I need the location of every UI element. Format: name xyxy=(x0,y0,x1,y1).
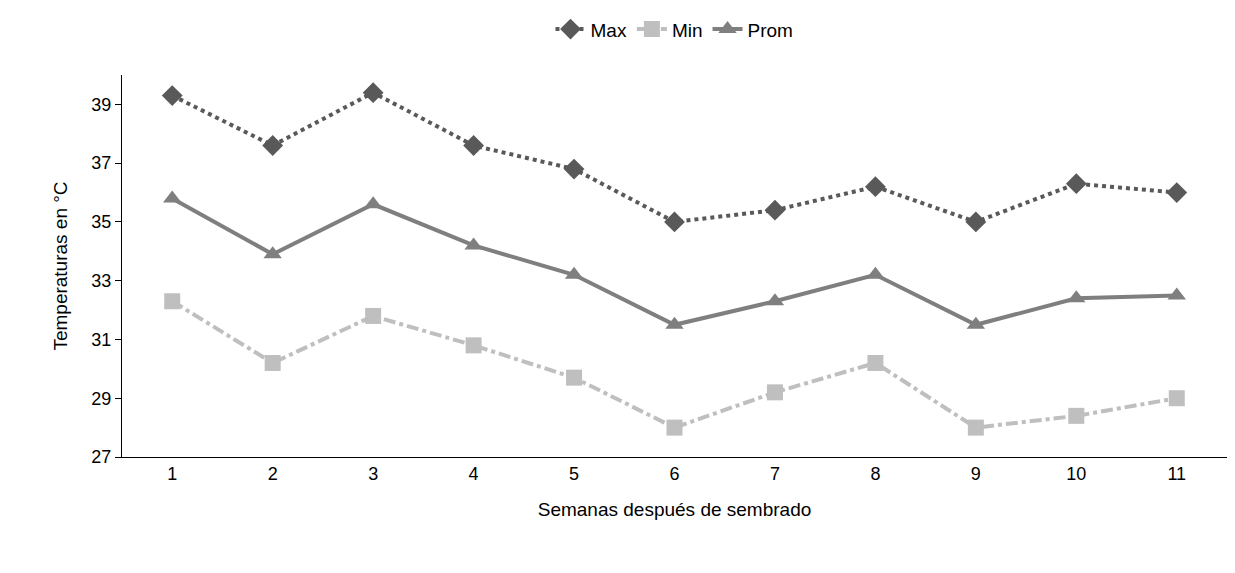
svg-text:31: 31 xyxy=(91,330,111,350)
svg-text:11: 11 xyxy=(1167,464,1186,484)
svg-text:33: 33 xyxy=(91,271,111,291)
svg-text:8: 8 xyxy=(870,464,880,484)
svg-text:Temperaturas en °C: Temperaturas en °C xyxy=(50,181,71,350)
svg-text:2: 2 xyxy=(268,464,278,484)
svg-text:27: 27 xyxy=(91,447,111,467)
svg-text:Semanas después de sembrado: Semanas después de sembrado xyxy=(538,499,812,520)
svg-text:5: 5 xyxy=(569,464,579,484)
svg-text:35: 35 xyxy=(91,212,111,232)
svg-text:Prom: Prom xyxy=(748,20,793,41)
svg-text:7: 7 xyxy=(770,464,780,484)
svg-text:4: 4 xyxy=(469,464,479,484)
svg-text:39: 39 xyxy=(91,95,111,115)
svg-text:10: 10 xyxy=(1066,464,1086,484)
svg-text:Max: Max xyxy=(591,20,627,41)
svg-text:29: 29 xyxy=(91,389,111,409)
svg-text:Min: Min xyxy=(672,20,703,41)
svg-text:9: 9 xyxy=(971,464,981,484)
svg-text:1: 1 xyxy=(167,464,177,484)
svg-text:37: 37 xyxy=(91,153,111,173)
svg-text:6: 6 xyxy=(669,464,679,484)
svg-text:3: 3 xyxy=(368,464,378,484)
